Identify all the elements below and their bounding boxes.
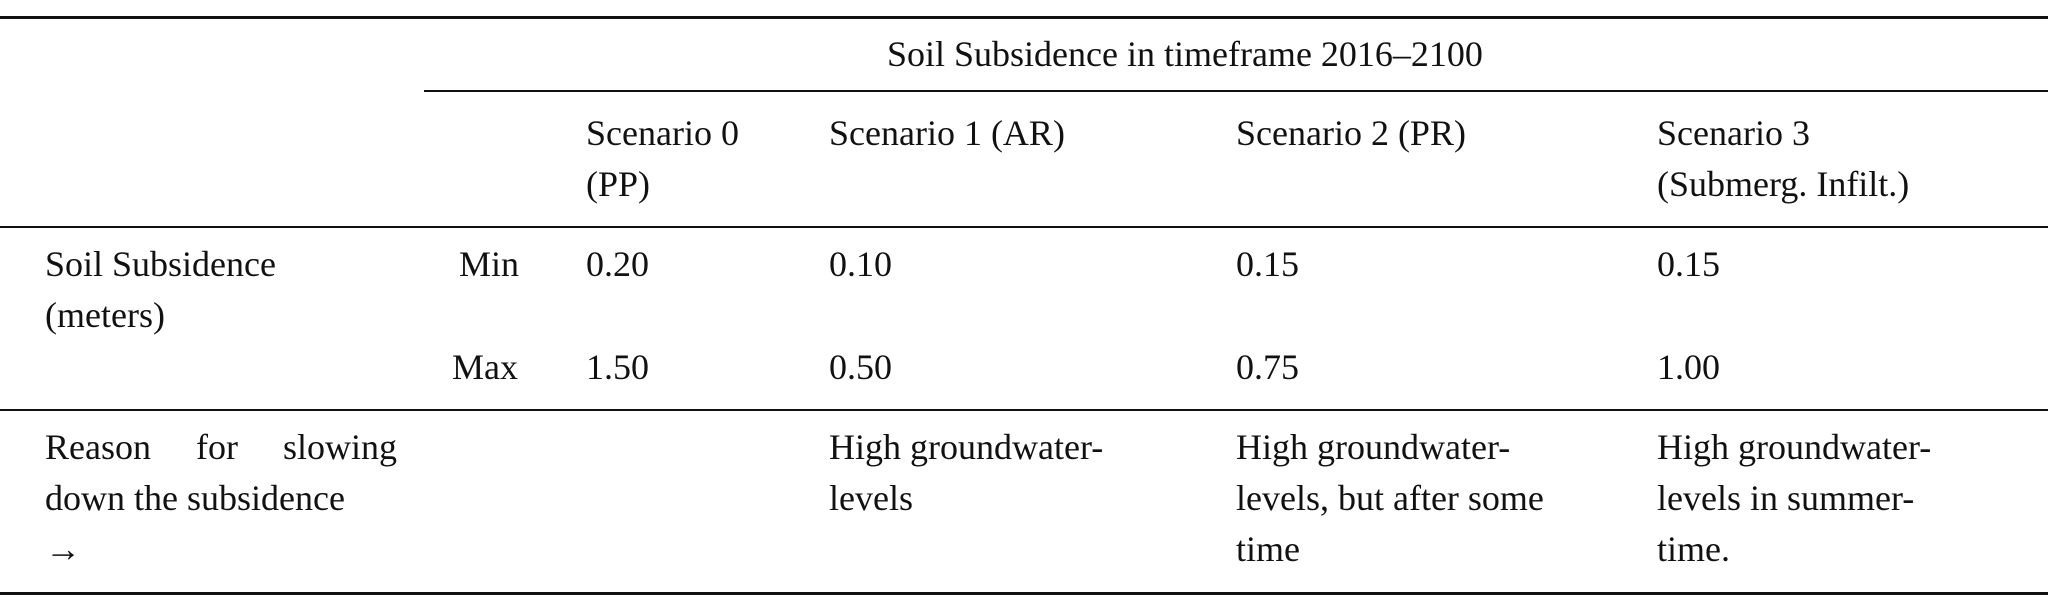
row-label-subsidence: Soil Subsidence <box>45 244 276 284</box>
reason-scenario-3-line-1: High groundwater- <box>1657 427 1932 467</box>
spanner-heading: Soil Subsidence in timeframe 2016–2100 <box>887 34 1483 74</box>
reason-scenario-2-line-1: High groundwater- <box>1236 427 1511 467</box>
max-value-scenario-1: 0.50 <box>829 347 892 387</box>
max-value-scenario-2: 0.75 <box>1236 347 1299 387</box>
row-label-subsidence-unit: (meters) <box>45 295 165 335</box>
bottom-rule <box>0 592 2048 595</box>
reason-scenario-1-line-2: levels <box>829 478 913 518</box>
reason-label-line-2: down the subsidence <box>45 478 345 518</box>
min-value-scenario-1: 0.10 <box>829 244 892 284</box>
col-header-scenario-3-sub: (Submerg. Infilt.) <box>1657 164 1910 204</box>
min-label: Min <box>459 244 520 284</box>
col-header-scenario-3: Scenario 3 <box>1657 113 1810 153</box>
col-header-scenario-0-sub: (PP) <box>586 164 651 204</box>
col-header-scenario-1: Scenario 1 (AR) <box>829 113 1065 153</box>
spanner-rule <box>424 90 2048 92</box>
max-label: Max <box>452 347 518 387</box>
min-value-scenario-0: 0.20 <box>586 244 649 284</box>
reason-scenario-3-line-2: levels in summer- <box>1657 478 1915 518</box>
col-header-scenario-0: Scenario 0 <box>586 113 739 153</box>
reason-label-line-1: Reason for slowing <box>45 427 397 467</box>
reason-scenario-1-line-1: High groundwater- <box>829 427 1104 467</box>
reason-scenario-2-line-3: time <box>1236 529 1300 569</box>
col-header-scenario-2: Scenario 2 (PR) <box>1236 113 1466 153</box>
header-rule <box>0 226 2048 228</box>
mid-rule <box>0 409 2048 411</box>
max-value-scenario-0: 1.50 <box>586 347 649 387</box>
max-value-scenario-3: 1.00 <box>1657 347 1720 387</box>
reason-label-arrow: → <box>45 529 81 569</box>
reason-scenario-3-line-3: time. <box>1657 529 1730 569</box>
top-rule <box>0 16 2048 19</box>
reason-scenario-2-line-2: levels, but after some <box>1236 478 1544 518</box>
min-value-scenario-2: 0.15 <box>1236 244 1299 284</box>
min-value-scenario-3: 0.15 <box>1657 244 1720 284</box>
